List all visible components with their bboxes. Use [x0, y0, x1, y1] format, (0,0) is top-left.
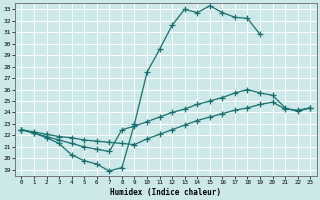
X-axis label: Humidex (Indice chaleur): Humidex (Indice chaleur)	[110, 188, 221, 197]
